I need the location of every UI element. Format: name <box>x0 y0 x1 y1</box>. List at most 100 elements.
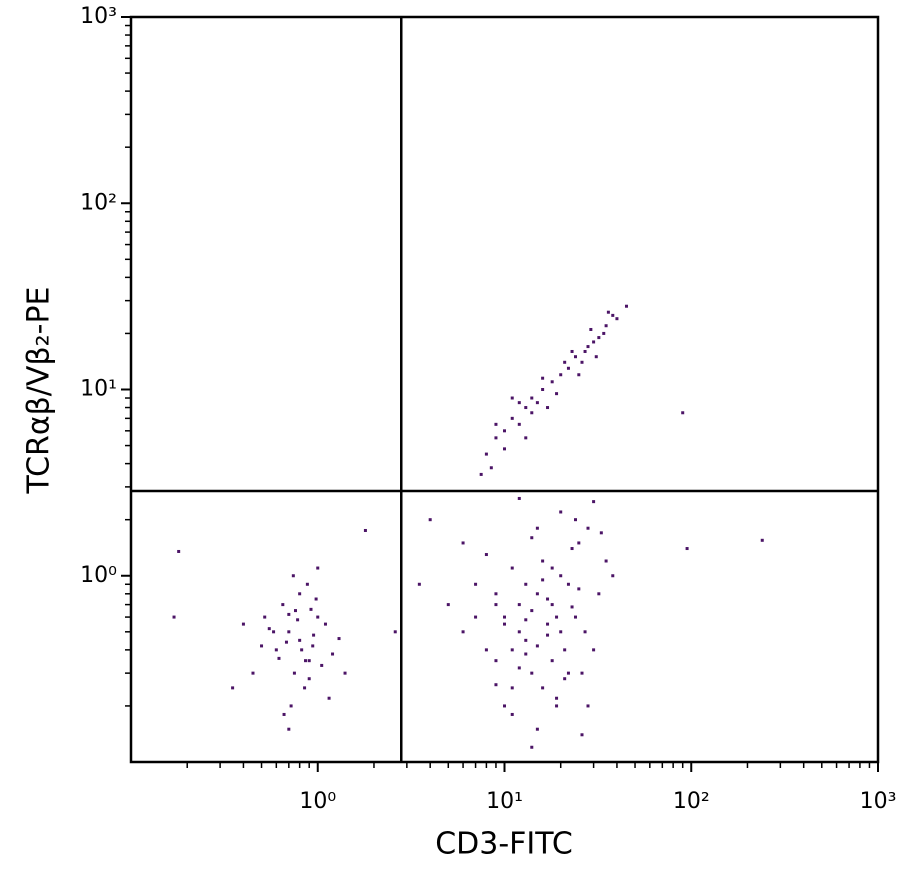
event-dot <box>484 553 488 557</box>
event-dot <box>312 633 316 637</box>
event-dot <box>541 559 545 563</box>
event-dot <box>320 663 324 667</box>
event-dot <box>263 615 267 619</box>
event-dot <box>615 317 619 321</box>
event-dot <box>272 630 276 634</box>
event-dot <box>510 566 514 570</box>
y-tick-label: 10¹ <box>80 377 117 402</box>
event-dot <box>331 652 335 656</box>
event-dot <box>559 574 563 578</box>
event-dot <box>503 447 506 451</box>
y-tick-label: 10³ <box>80 4 117 29</box>
event-dot <box>580 360 584 364</box>
event-dot <box>474 582 478 586</box>
event-dot <box>574 615 578 619</box>
event-dot <box>559 373 563 377</box>
event-dot <box>503 615 506 619</box>
event-dot <box>287 727 291 731</box>
event-dot <box>307 659 311 663</box>
x-axis-title: CD3-FITC <box>435 827 573 862</box>
event-dot <box>510 416 514 420</box>
event-dot <box>546 622 550 626</box>
event-dot <box>592 648 596 652</box>
event-dot <box>681 411 685 415</box>
event-dot <box>172 615 176 619</box>
event-dot <box>510 712 514 716</box>
event-dot <box>503 429 506 433</box>
event-dot <box>535 644 539 648</box>
y-axis-title: TCRαβ/Vβ₂-PE <box>22 287 57 495</box>
event-dot <box>580 733 584 737</box>
event-dot <box>316 566 320 570</box>
x-tick-label: 10⁰ <box>299 789 336 814</box>
event-dot <box>494 603 498 607</box>
event-dot <box>550 566 554 570</box>
event-dot <box>293 609 297 613</box>
event-dot <box>494 683 498 687</box>
event-dot <box>524 406 528 410</box>
event-dot <box>577 587 581 591</box>
event-dot <box>292 671 296 675</box>
event-dot <box>461 630 465 634</box>
event-dot <box>474 615 478 619</box>
event-dot <box>417 582 421 586</box>
event-dot <box>530 396 534 400</box>
event-dot <box>494 422 498 426</box>
event-dot <box>566 366 570 370</box>
event-dot <box>559 630 563 634</box>
event-dot <box>298 638 302 642</box>
event-dot <box>316 615 320 619</box>
event-dot <box>550 603 554 607</box>
event-dot <box>592 340 596 344</box>
event-dot <box>524 638 528 642</box>
event-dot <box>363 528 367 532</box>
event-dot <box>298 592 302 596</box>
event-dot <box>530 536 534 540</box>
event-dot <box>577 541 581 545</box>
event-dot <box>177 549 181 553</box>
event-dot <box>546 633 550 637</box>
event-dot <box>461 541 465 545</box>
event-dot <box>530 609 534 613</box>
event-dot <box>611 574 615 578</box>
event-dot <box>541 376 545 380</box>
event-dot <box>284 640 288 644</box>
event-dot <box>267 627 271 631</box>
event-dot <box>541 686 545 690</box>
event-dot <box>577 373 581 377</box>
event-dot <box>524 582 528 586</box>
event-dot <box>524 652 528 656</box>
event-dot <box>305 582 309 586</box>
plot-frame <box>129 15 880 764</box>
event-dot <box>550 659 554 663</box>
event-dot <box>304 659 308 663</box>
event-dot <box>510 686 514 690</box>
event-dot <box>583 349 587 353</box>
event-dot <box>566 582 570 586</box>
event-dot <box>282 712 286 716</box>
event-dot <box>563 677 567 681</box>
event-dot <box>570 349 574 353</box>
event-dot <box>586 345 590 349</box>
event-dot <box>599 531 603 535</box>
event-dot <box>685 547 689 551</box>
event-dot <box>604 324 608 328</box>
event-dot <box>535 727 539 731</box>
event-dot <box>503 704 506 708</box>
event-dot <box>597 336 601 340</box>
event-dot <box>428 518 432 522</box>
event-dot <box>327 696 331 700</box>
event-dot <box>251 671 255 675</box>
event-dot <box>524 618 528 622</box>
event-dot <box>589 327 593 331</box>
event-dot <box>604 559 608 563</box>
event-dot <box>541 388 545 391</box>
event-dot <box>337 637 341 641</box>
event-dot <box>606 310 610 314</box>
event-dot <box>546 597 550 601</box>
y-tick-label: 10⁰ <box>80 563 117 588</box>
event-dot <box>530 411 534 415</box>
event-dot <box>241 622 245 626</box>
event-dot <box>524 436 528 440</box>
event-dot <box>535 526 539 530</box>
